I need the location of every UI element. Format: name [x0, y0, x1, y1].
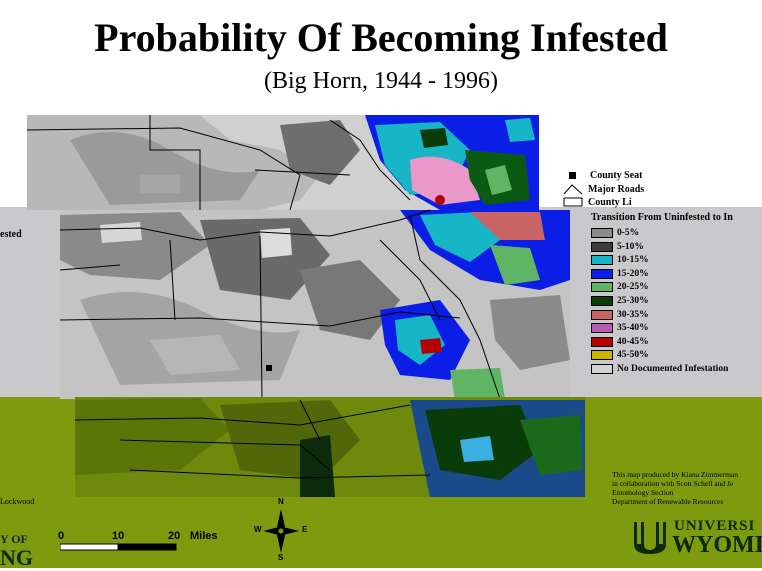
scale-tick-10: 10 — [112, 530, 125, 542]
credit-line: This map produced by Kiana Zimmerman — [612, 470, 739, 479]
scale-unit: Miles — [190, 530, 218, 542]
legend-swatch — [591, 228, 613, 238]
map-credit: This map produced by Kiana Zimmerman in … — [612, 470, 738, 506]
legend-item: 0-5% — [591, 227, 639, 239]
scale-tick-20: 20 — [168, 530, 181, 542]
symbol-label: County Seat — [590, 170, 643, 181]
university-line1: UNIVERSI — [674, 518, 756, 534]
compass-e: E — [302, 525, 308, 534]
legend-swatch — [591, 296, 613, 306]
legend-label: 25-30% — [617, 296, 649, 306]
legend-title: Transition From Uninfested to In — [591, 212, 733, 223]
square-icon — [569, 172, 576, 179]
legend-swatch — [591, 323, 613, 334]
legend-item: 20-25% — [591, 281, 649, 293]
legend-label: 10-15% — [617, 255, 649, 266]
legend-label: 15-20% — [617, 268, 649, 279]
legend-swatch — [591, 336, 613, 347]
symbol-county-seat: County Seat — [562, 170, 643, 181]
symbol-county-lines: County Li — [562, 196, 632, 208]
university-fragment-bottom: NG — [0, 545, 33, 570]
legend-swatch — [591, 350, 613, 361]
legend-swatch — [591, 255, 613, 266]
symbol-label: Major Roads — [588, 183, 645, 195]
legend-item: 35-40% — [591, 322, 649, 334]
symbol-major-roads: Major Roads — [562, 183, 644, 195]
map-middle-section — [59, 209, 570, 400]
university-fragment-top: Y OF — [0, 532, 28, 546]
legend-label: 40-45% — [617, 336, 649, 347]
legend-item: No Documented Infestation — [591, 363, 728, 375]
compass-s: S — [278, 553, 284, 562]
legend-label: 0-5% — [617, 228, 640, 238]
legend-label: 45-50% — [617, 350, 649, 361]
map-subtitle: (Big Horn, 1944 - 1996) — [264, 68, 498, 94]
legend-item: 15-20% — [591, 268, 649, 280]
legend-label: 35-40% — [617, 323, 649, 334]
credit-line: in collaboration with Scott Schell and J… — [612, 479, 734, 488]
legend-swatch — [591, 268, 613, 279]
map-title: Probability Of Becoming Infested — [94, 15, 668, 60]
county-line-icon — [563, 197, 583, 207]
compass-n: N — [278, 497, 284, 506]
credit-line: Department of Renewable Resources — [612, 497, 724, 506]
legend-label: 30-35% — [617, 309, 649, 320]
compass-icon — [263, 509, 299, 553]
legend-item: 25-30% — [591, 295, 649, 307]
legend-swatch — [591, 364, 613, 374]
legend-item: 10-15% — [591, 254, 649, 266]
university-u-icon — [634, 522, 666, 554]
legend-item: 5-10% — [591, 241, 644, 253]
legend-swatch — [591, 282, 613, 293]
legend-item: 40-45% — [591, 336, 649, 348]
legend-label: 5-10% — [617, 241, 644, 252]
scale-bar-graphic — [60, 543, 177, 551]
legend-item: 30-35% — [591, 309, 649, 321]
compass-w: W — [254, 525, 262, 534]
credit-line: Entomology Section — [612, 488, 674, 497]
place-label-lockwood: Lockwood — [0, 497, 35, 506]
symbol-label: County Li — [588, 196, 632, 208]
map-bottom-section — [74, 397, 585, 497]
scale-tick-0: 0 — [58, 530, 65, 542]
road-line-icon — [563, 184, 583, 195]
compass-rose: N S E W — [254, 497, 308, 563]
legend-item: 45-50% — [591, 349, 649, 361]
map-top-section — [26, 115, 539, 211]
legend-swatch — [591, 309, 613, 320]
legend-label: 20-25% — [617, 282, 649, 293]
university-line2: WYOMI — [672, 532, 762, 558]
legend-swatch — [591, 241, 613, 252]
fragment-ested: ested — [0, 229, 22, 240]
legend-label: No Documented Infestation — [617, 364, 729, 374]
